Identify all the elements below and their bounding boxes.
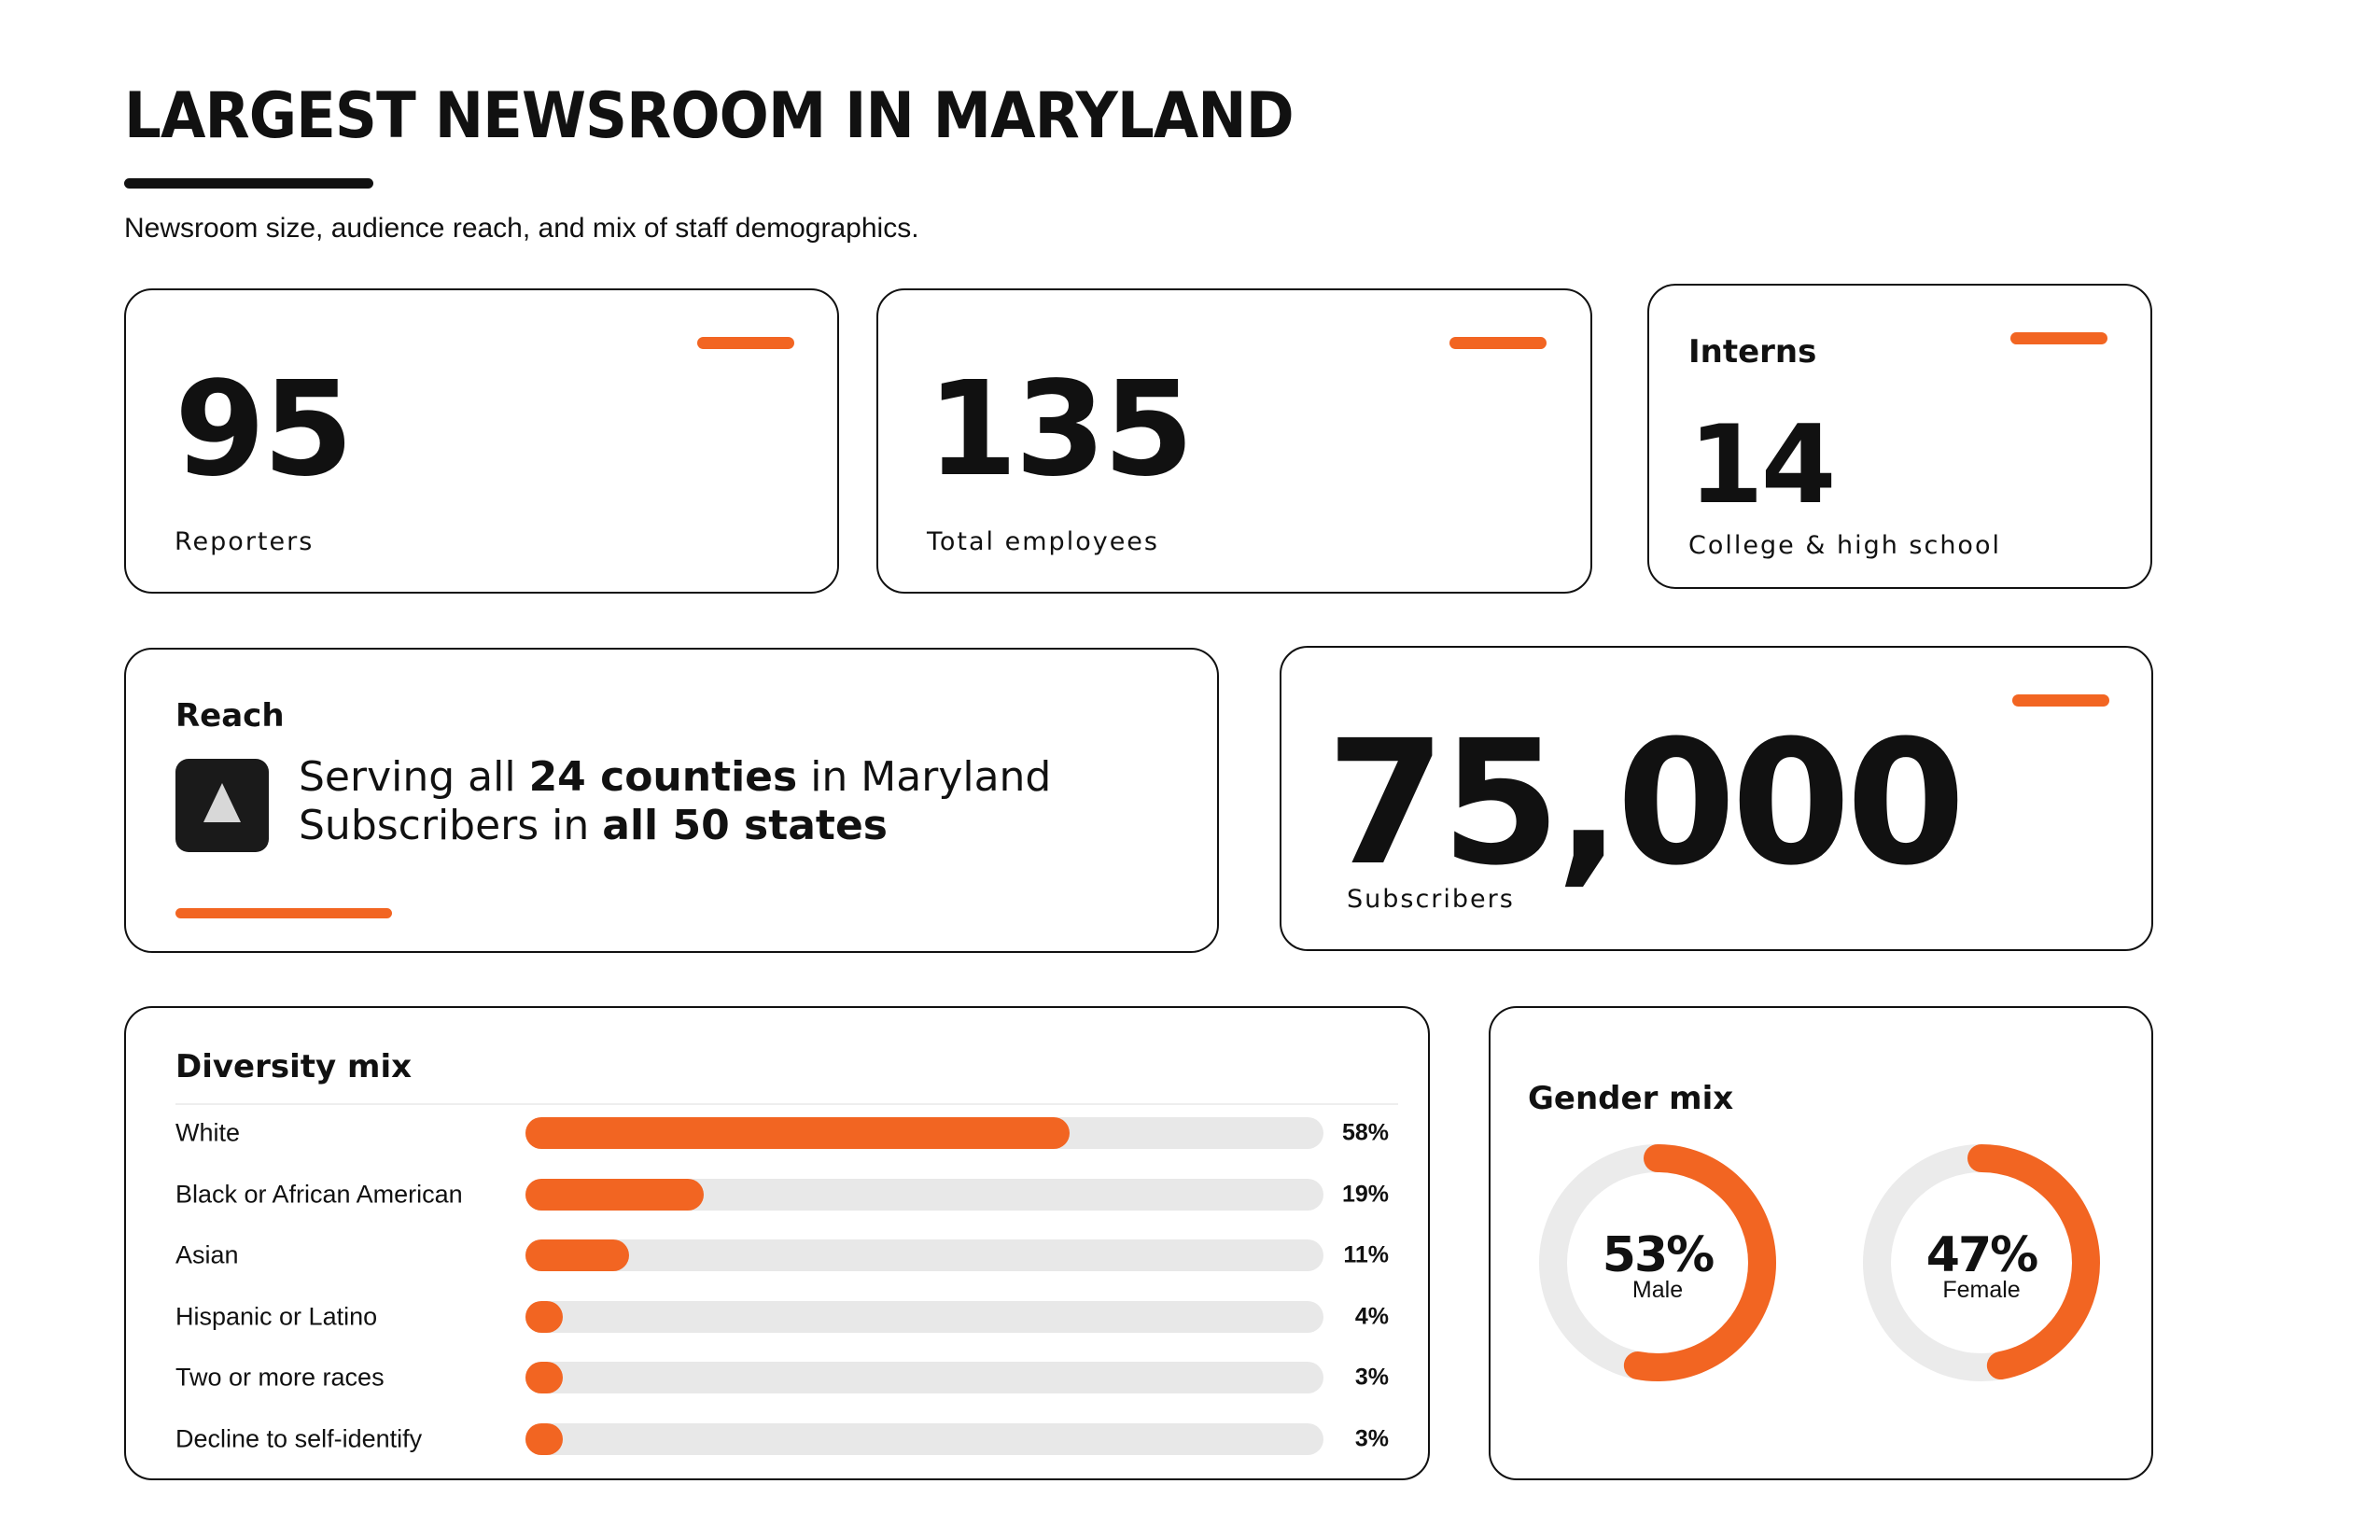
interns-heading: Interns xyxy=(1688,333,1817,371)
title-underline xyxy=(124,178,373,189)
reach-card: Reach Serving all 24 counties in Marylan… xyxy=(124,648,1219,953)
bar-value-label: 58% xyxy=(1341,1119,1389,1146)
bar xyxy=(525,1362,563,1393)
bar xyxy=(525,1178,705,1211)
reach-line2-bold: all 50 states xyxy=(602,802,888,849)
bar xyxy=(525,1117,1071,1149)
donut-svg xyxy=(1863,1144,2100,1381)
page-title: LARGEST NEWSROOM IN MARYLAND xyxy=(124,79,1295,153)
bar-value-label: 3% xyxy=(1354,1364,1389,1391)
gender-heading: Gender mix xyxy=(1528,1080,1734,1117)
donut-chart: 47% Female xyxy=(1860,1141,2103,1384)
bar-label: White xyxy=(175,1118,241,1147)
reach-line2-pre: Subscribers in xyxy=(299,802,603,849)
bar-value-label: 3% xyxy=(1354,1425,1389,1451)
reporters-value: 95 xyxy=(175,354,354,506)
reach-counties-line: Serving all 24 counties in Maryland xyxy=(299,757,1051,798)
page-subtitle: Newsroom size, audience reach, and mix o… xyxy=(124,213,919,244)
accent-dash xyxy=(1449,337,1547,349)
donut-slice xyxy=(1539,1144,1776,1381)
bar xyxy=(525,1300,564,1333)
interns-label: College & high school xyxy=(1688,531,2001,560)
donut-chart: 53% Male xyxy=(1536,1141,1779,1384)
bar-label: Decline to self-identify xyxy=(175,1424,423,1452)
accent-dash xyxy=(697,337,794,349)
interns-card: Interns 14 College & high school xyxy=(1647,284,2152,589)
reach-heading: Reach xyxy=(175,697,285,735)
reporters-card: 95 Reporters xyxy=(124,288,839,594)
bar-value-label: 11% xyxy=(1343,1241,1389,1268)
subscribers-label: Subscribers xyxy=(1347,885,1515,914)
donut-slice xyxy=(1863,1144,2100,1381)
employees-card: 135 Total employees xyxy=(876,288,1592,594)
bar-value-label: 4% xyxy=(1354,1303,1389,1329)
reach-line1-bold: 24 counties xyxy=(528,753,798,801)
bar-label: Asian xyxy=(175,1240,239,1269)
bar xyxy=(525,1422,563,1455)
employees-label: Total employees xyxy=(927,527,1159,556)
donut-value: 47% xyxy=(1925,1227,2038,1283)
donut-label: Male xyxy=(1631,1277,1684,1303)
reach-accent-bar xyxy=(175,908,392,918)
donut-label: Female xyxy=(1942,1277,2021,1303)
triangle-glyph xyxy=(203,783,241,822)
bar-track xyxy=(525,1300,1323,1333)
bar-track xyxy=(525,1178,1323,1211)
diversity-mix-card: Diversity mix White 58% Black or African A… xyxy=(124,1006,1430,1480)
accent-dash xyxy=(2012,694,2109,707)
bar-label: Hispanic or Latino xyxy=(175,1302,378,1330)
gender-mix-card: Gender mix 53% Male 47% Female xyxy=(1489,1006,2153,1480)
accent-dash xyxy=(2010,332,2107,344)
interns-value: 14 xyxy=(1688,402,1836,528)
bar-label: Two or more races xyxy=(175,1363,385,1392)
bar-value-label: 19% xyxy=(1341,1181,1389,1207)
employees-value: 135 xyxy=(927,354,1194,506)
reach-line1-pre: Serving all xyxy=(299,753,529,801)
bar xyxy=(525,1239,629,1271)
donut-value: 53% xyxy=(1602,1227,1715,1283)
bar-track xyxy=(525,1422,1323,1455)
bar-track xyxy=(525,1362,1323,1393)
bar-label: Black or African American xyxy=(175,1180,463,1208)
donut-svg xyxy=(1539,1144,1776,1381)
subscribers-value: 75,000 xyxy=(1326,704,1966,903)
diversity-heading: Diversity mix xyxy=(175,1048,413,1085)
reporters-label: Reporters xyxy=(175,527,315,556)
triangle-logo-icon xyxy=(175,759,269,852)
bar-track xyxy=(525,1117,1323,1149)
reach-line1-post: in Maryland xyxy=(797,753,1052,801)
subscribers-card: 75,000 Subscribers xyxy=(1280,646,2153,951)
diversity-divider xyxy=(175,1103,1398,1105)
bar-track xyxy=(525,1239,1323,1271)
reach-states-line: Subscribers in all 50 states xyxy=(299,805,888,847)
